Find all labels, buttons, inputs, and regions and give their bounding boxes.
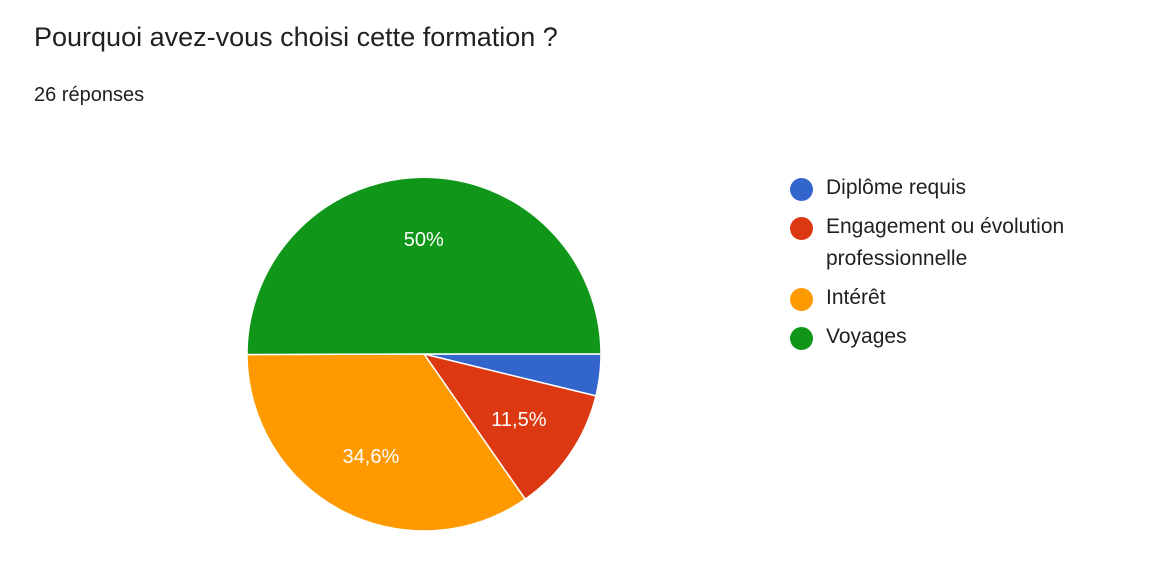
legend-item[interactable]: Voyages xyxy=(790,325,1130,353)
chart-title: Pourquoi avez-vous choisi cette formatio… xyxy=(34,22,558,52)
pie-slices xyxy=(246,176,602,532)
pie-labels: 11,5% 34,6% 50% xyxy=(343,229,547,468)
pie-slice-label: 50% xyxy=(404,229,444,251)
chart-legend: Diplôme requis Engagement ou évolution p… xyxy=(790,176,1130,364)
legend-item[interactable]: Engagement ou évolution professionnelle xyxy=(790,215,1130,275)
legend-label: Diplôme requis xyxy=(826,176,967,199)
legend-item[interactable]: Diplôme requis xyxy=(790,176,1130,204)
legend-label: Intérêt xyxy=(826,286,886,309)
pie-slice[interactable] xyxy=(422,352,597,501)
legend-label: Engagement ou évolution professionnelle xyxy=(826,215,1065,270)
response-count: 26 réponses xyxy=(34,84,145,106)
legend-label: Voyages xyxy=(826,325,907,348)
legend-item[interactable]: Intérêt xyxy=(790,286,1130,314)
pie-slice[interactable] xyxy=(246,353,527,532)
legend-swatch-icon xyxy=(790,288,813,311)
pie-slice-label: 11,5% xyxy=(491,409,546,431)
legend-swatch-icon xyxy=(790,178,813,201)
pie-slice[interactable] xyxy=(246,176,602,356)
legend-swatch-icon xyxy=(790,327,813,350)
pie-slice-label: 34,6% xyxy=(343,446,400,468)
legend-swatch-icon xyxy=(790,217,813,240)
